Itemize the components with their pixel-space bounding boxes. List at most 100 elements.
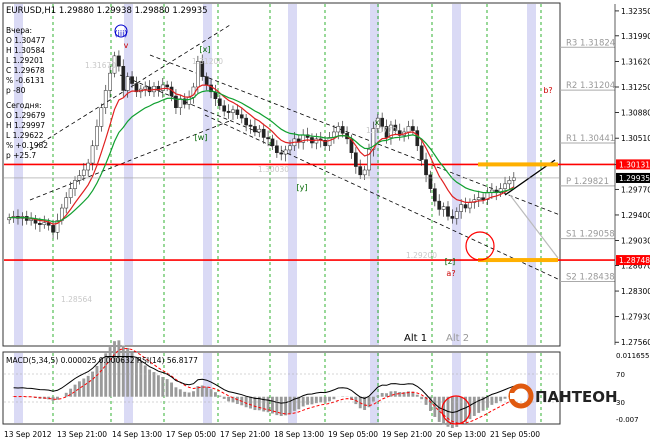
current-price-tag-label: 1.29935 — [619, 174, 650, 183]
candle-body-103 — [459, 204, 463, 212]
candle-body-23 — [108, 72, 112, 91]
session-band-0 — [14, 4, 23, 345]
candle-body-55 — [248, 124, 253, 127]
candle-body-57 — [257, 128, 262, 133]
candle-body-15 — [73, 180, 77, 189]
price-tick-label-13: 1.27560 — [621, 338, 650, 347]
faded-price-label-3: 1.30030 — [258, 165, 289, 174]
time-label-9: 21 Sep 05:00 — [490, 430, 540, 439]
candle-body-92 — [411, 126, 415, 131]
main-panel — [2, 2, 561, 347]
moving-averages — [4, 84, 559, 225]
candle-body-95 — [424, 159, 428, 176]
candle-body-14 — [68, 188, 73, 198]
info-yesterday-2: H 1.30584 — [6, 46, 45, 55]
vertical-gridlines — [52, 4, 542, 423]
candle-body-32 — [147, 86, 152, 93]
candle-body-81 — [362, 169, 367, 176]
wave-label-4: [y] — [297, 183, 308, 192]
pivot-label-0: R3 1.31824 — [566, 38, 615, 48]
wave-label-7: a? — [446, 269, 455, 278]
scenario-alt1-label: Alt 1 — [404, 333, 427, 344]
candle-body-35 — [160, 84, 165, 91]
candle-body-19 — [90, 145, 95, 164]
price-tick-label-5: 1.30510 — [621, 134, 650, 143]
time-label-0: 13 Sep 2012 — [4, 430, 52, 439]
session-band-macd-4 — [370, 353, 379, 423]
time-label-5: 18 Sep 13:00 — [274, 430, 324, 439]
candle-body-52 — [235, 109, 240, 115]
candle-body-86 — [384, 126, 389, 138]
session-band-macd-5 — [452, 353, 461, 423]
candle-body-94 — [419, 145, 424, 160]
candle-body-107 — [476, 197, 481, 200]
forecast-line-alt2 — [509, 194, 559, 259]
candle-body-61 — [275, 145, 279, 153]
pivot-label-4: S1 1.29058 — [566, 230, 615, 240]
candle-body-96 — [428, 174, 433, 189]
candle-body-7 — [38, 223, 42, 225]
candle-body-36 — [165, 84, 170, 88]
faded-price-label-0: 1.31670 — [85, 61, 116, 70]
session-band-5 — [452, 4, 461, 345]
candle-body-82 — [367, 149, 371, 171]
candle-body-87 — [389, 124, 393, 138]
candle-body-21 — [99, 107, 104, 127]
candle-body-28 — [130, 76, 134, 84]
candle-body-102 — [454, 211, 459, 219]
time-label-7: 19 Sep 21:00 — [382, 430, 432, 439]
session-bands — [14, 4, 536, 423]
red-level-tag-1 — [616, 255, 650, 266]
wave-label-8: b? — [543, 86, 552, 95]
wave-label-6: [z] — [445, 257, 455, 266]
info-yesterday-0: Вчера: — [6, 26, 32, 35]
time-label-3: 17 Sep 05:00 — [166, 430, 216, 439]
candle-body-0 — [7, 217, 12, 221]
faded-price-label-2: 1.30770 — [366, 126, 397, 135]
candle-body-104 — [463, 204, 468, 209]
session-band-6 — [527, 4, 536, 345]
candle-body-13 — [64, 197, 69, 209]
wave-label-3: [w] — [195, 133, 208, 142]
wave-label-1: v — [124, 41, 129, 50]
faded-price-label-4: 1.29200 — [406, 251, 437, 260]
candle-body-70 — [314, 138, 319, 144]
price-tick-label-0: 1.32350 — [621, 7, 650, 16]
scenario-alt2-label: Alt 2 — [446, 333, 469, 344]
info-yesterday-3: L 1.29201 — [6, 56, 44, 65]
candle-body-60 — [270, 138, 275, 147]
candlesticks — [7, 50, 516, 240]
candle-body-49 — [222, 105, 227, 112]
candle-body-63 — [283, 149, 288, 155]
candle-body-80 — [358, 166, 363, 176]
info-today-3: L 1.29622 — [6, 131, 44, 140]
logo-mark-cut — [510, 393, 520, 399]
time-label-4: 17 Sep 21:00 — [220, 430, 270, 439]
candle-body-84 — [375, 117, 380, 129]
candle-body-79 — [353, 152, 358, 167]
candle-body-59 — [266, 137, 270, 140]
candle-body-105 — [468, 202, 472, 209]
candle-body-97 — [432, 188, 437, 202]
time-axis: 13 Sep 2012 13 Sep 21:00 14 Sep 13:00 17 Se… — [4, 430, 540, 439]
red-level-tag-label-0: 1.30131 — [619, 160, 650, 169]
info-yesterday-6: p -80 — [6, 86, 26, 95]
faded-price-label-1: 1.31200 — [192, 57, 223, 66]
candle-body-113 — [503, 183, 507, 189]
candle-body-78 — [349, 138, 354, 153]
candle-body-46 — [209, 84, 213, 93]
candle-body-9 — [46, 222, 51, 226]
session-band-macd-6 — [527, 353, 536, 423]
price-tick-label-2: 1.31620 — [621, 57, 650, 66]
wave-label-5: x — [375, 118, 380, 127]
info-yesterday-4: C 1.29678 — [6, 66, 45, 75]
macd-axis-label-0: 0.011655 — [616, 352, 649, 360]
price-tick-label-10: 1.28670 — [621, 261, 650, 270]
faded-price-label-5: 1.28564 — [61, 295, 92, 304]
candle-body-112 — [498, 188, 503, 194]
green-ma-line — [9, 90, 514, 223]
session-band-3 — [288, 4, 297, 345]
candle-body-75 — [336, 126, 341, 133]
